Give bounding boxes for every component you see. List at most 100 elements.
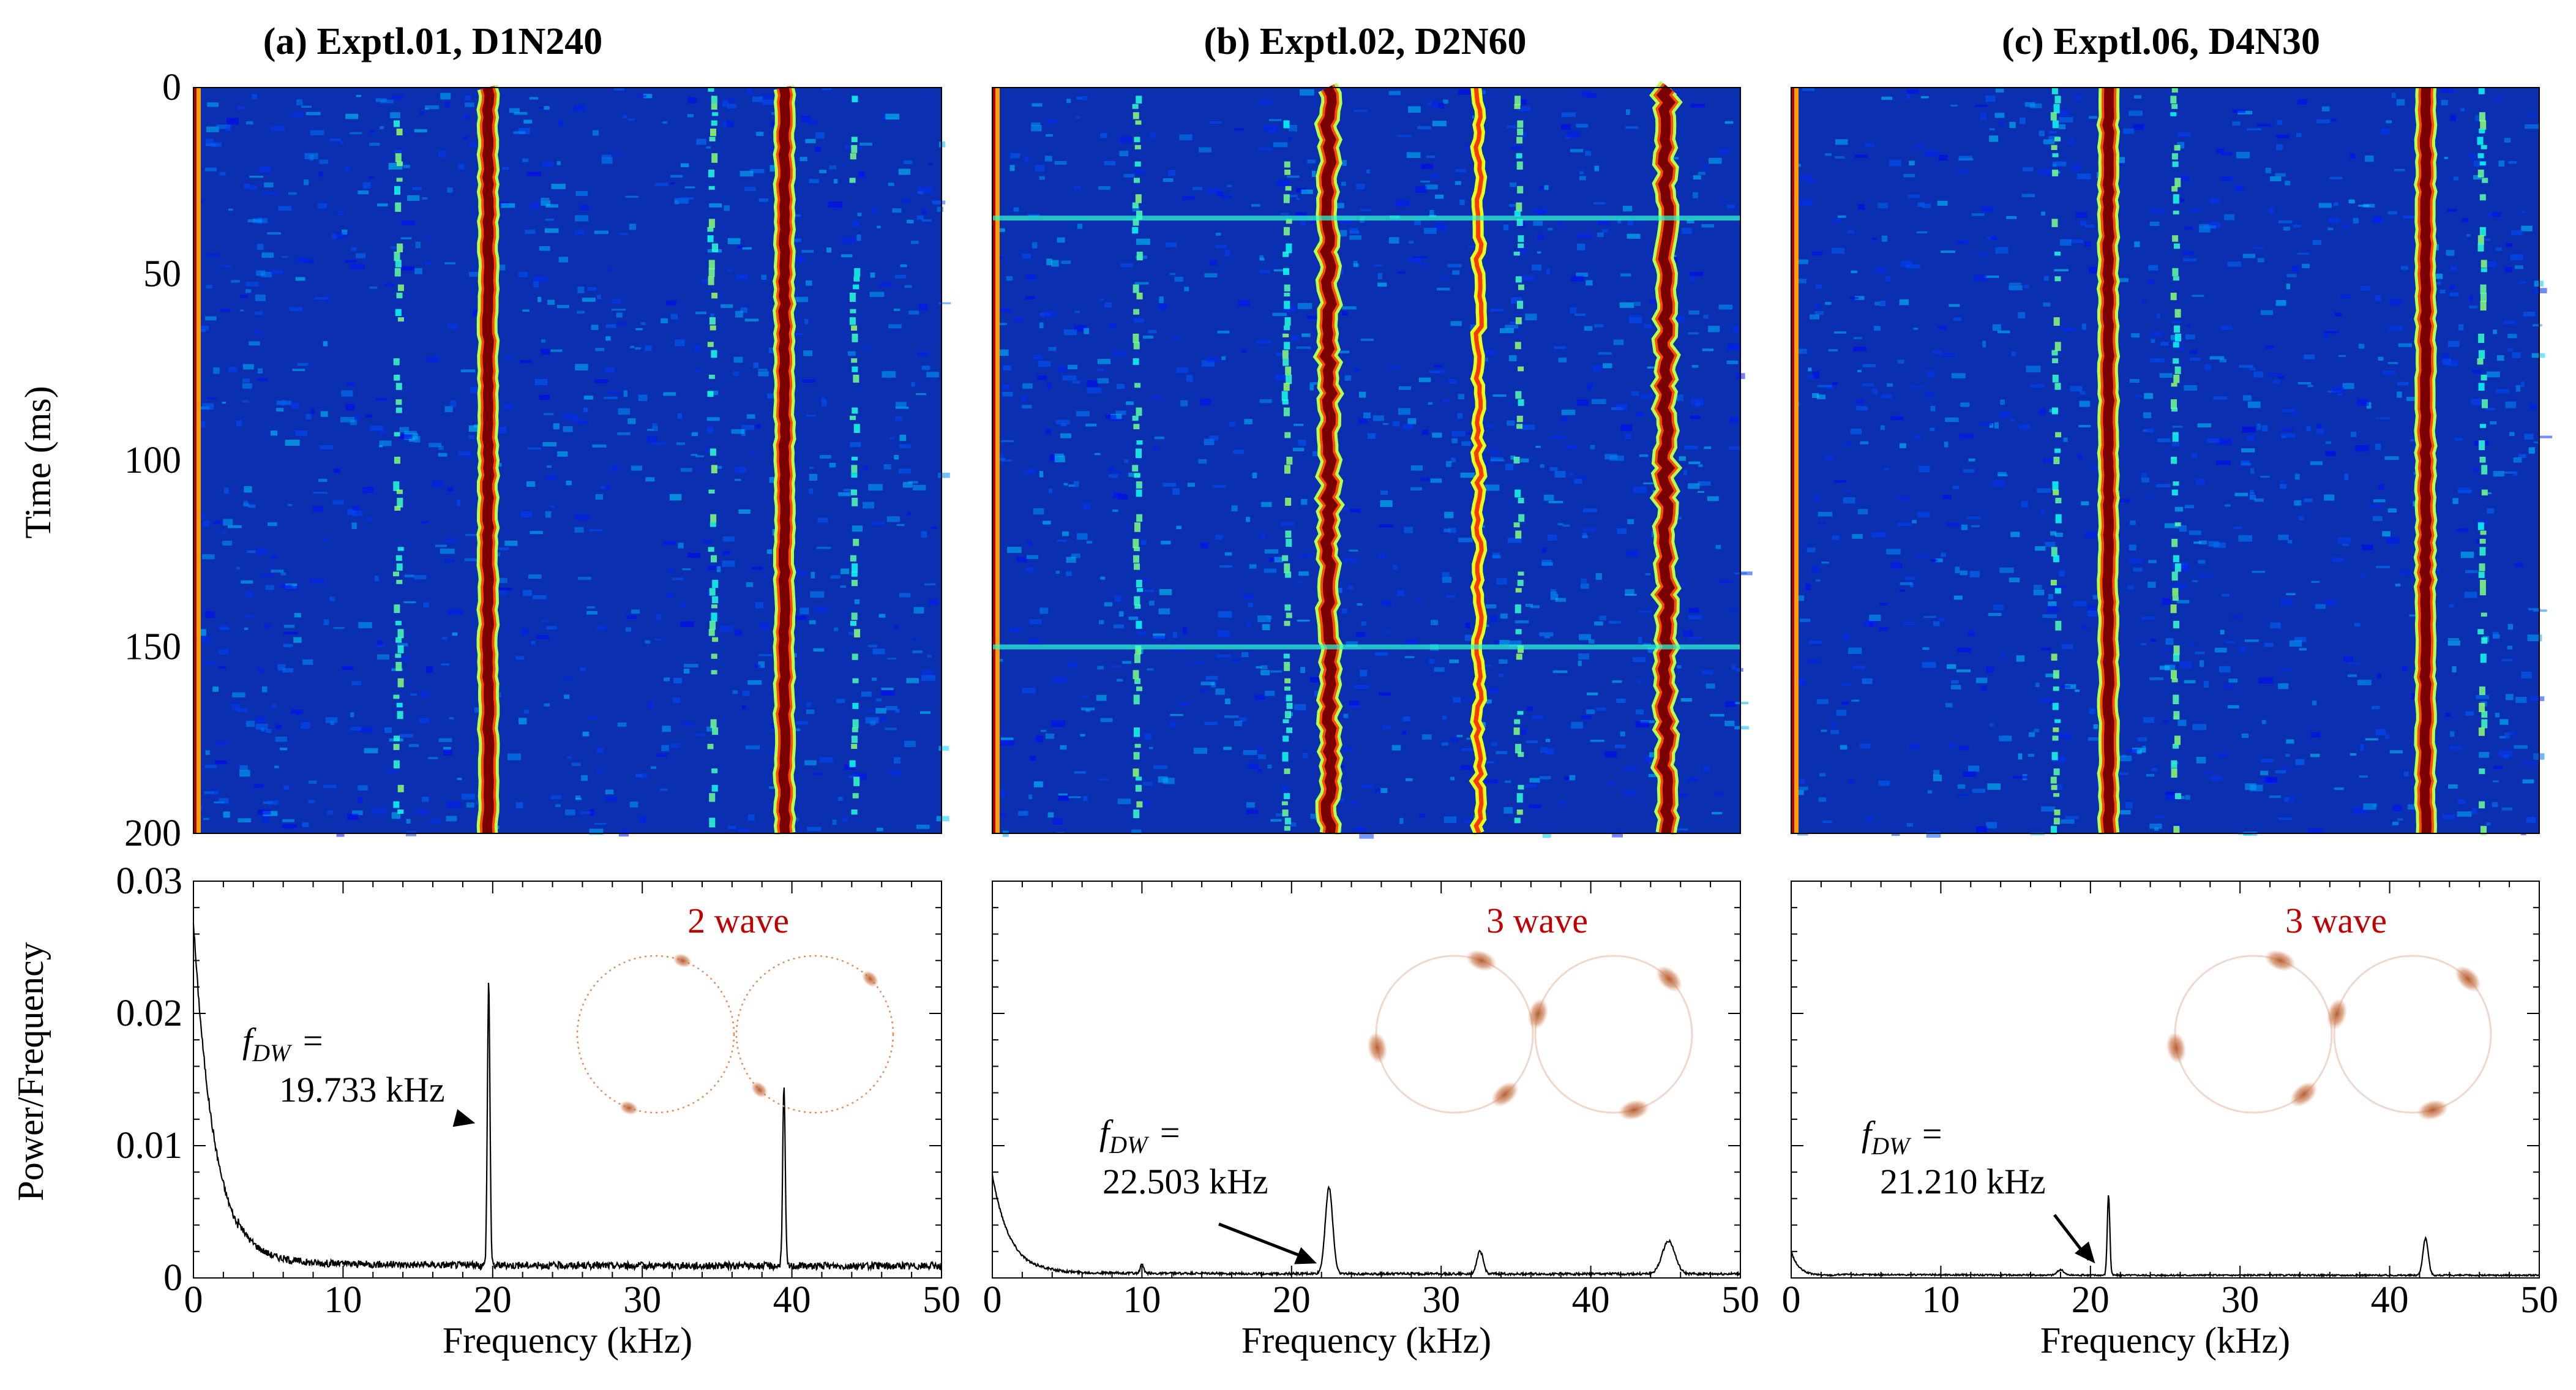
spectrogram-faint-line xyxy=(710,514,717,523)
spectrogram-speckle xyxy=(399,427,410,433)
spectrogram-speckle xyxy=(694,369,702,372)
spectrogram-speckle xyxy=(1354,827,1365,832)
spectrogram-faint-line xyxy=(2479,194,2486,201)
spectrogram-speckle xyxy=(544,106,550,110)
spectrogram-speckle xyxy=(356,253,366,258)
spectrogram-speckle xyxy=(691,454,697,456)
spectrogram-speckle xyxy=(2034,729,2040,732)
spectrogram-speckle xyxy=(1933,775,1942,781)
spectrogram-speckle xyxy=(1525,314,1537,320)
spectrogram-speckle xyxy=(1039,322,1044,329)
spectrogram-speckle xyxy=(1302,753,1308,759)
spectrogram-faint-line xyxy=(2481,374,2487,381)
spectrogram-speckle xyxy=(608,391,621,394)
spectrogram-speckle xyxy=(282,819,294,822)
spectrogram-speckle xyxy=(2447,638,2459,641)
spectrogram-speckle xyxy=(695,311,706,315)
spectrogram-speckle xyxy=(1292,448,1304,451)
spectrogram-speckle xyxy=(1349,549,1358,552)
spectrogram-speckle xyxy=(343,167,351,171)
spectrogram-speckle xyxy=(1510,297,1522,304)
spectrogram-speckle xyxy=(2498,750,2512,757)
spectrogram-faint-line xyxy=(394,735,400,742)
spectrogram-faint-line xyxy=(2053,103,2060,113)
spectrogram-speckle xyxy=(2509,432,2515,437)
spectrogram-speckle xyxy=(520,360,532,363)
spectrogram-speckle xyxy=(307,800,315,803)
spectrogram-speckle xyxy=(2165,638,2174,645)
spectrogram-speckle xyxy=(749,169,765,173)
spectrogram-speckle xyxy=(1033,355,1042,360)
wave-count-label: 3 wave xyxy=(1486,901,1588,941)
spectrogram-speckle xyxy=(583,396,593,400)
spectrogram-speckle xyxy=(2141,616,2155,620)
spectrogram-speckle xyxy=(1385,631,1390,634)
spectrogram-speckle xyxy=(2306,426,2311,432)
spectrogram-speckle xyxy=(808,488,814,494)
spectrogram-speckle xyxy=(1340,798,1345,802)
spectrogram-faint-line xyxy=(851,145,858,153)
spectrogram-speckle xyxy=(226,125,231,132)
spectrogram-speckle xyxy=(447,609,463,615)
spectrogram-speckle xyxy=(709,203,722,208)
spectrogram-speckle xyxy=(1342,306,1357,310)
spectrogram-speckle xyxy=(325,717,338,723)
spectrogram-speckle xyxy=(291,402,299,409)
spectrogram-speckle xyxy=(721,121,728,127)
spectrogram-speckle xyxy=(420,691,428,697)
spectrogram-speckle xyxy=(2315,604,2326,609)
x-tick-label: 40 xyxy=(2371,1279,2409,1321)
spectrogram-speckle xyxy=(2149,824,2162,829)
spectrogram-speckle xyxy=(646,436,657,443)
spectrogram-speckle xyxy=(1843,497,1855,504)
spectrogram-speckle xyxy=(661,318,668,323)
spectrogram-speckle xyxy=(1517,107,1530,111)
spectrogram-speckle xyxy=(799,157,807,162)
spectrogram-speckle xyxy=(1680,698,1692,702)
spectrogram-speckle xyxy=(1147,668,1154,671)
spectrogram-speckle xyxy=(1672,793,1688,797)
spectrogram-faint-line xyxy=(1515,317,1522,325)
spectrogram-speckle xyxy=(1163,178,1174,182)
spectrogram-speckle xyxy=(2324,334,2329,339)
spectrogram-speckle xyxy=(1076,116,1080,119)
spectrogram-faint-line xyxy=(1284,465,1290,474)
spectrogram-speckle xyxy=(796,572,809,576)
spectrogram-speckle xyxy=(819,455,831,459)
spectrogram-speckle xyxy=(352,510,362,517)
spectrogram-speckle xyxy=(2037,488,2051,493)
spectrogram-speckle xyxy=(2162,598,2171,605)
spectrogram-speckle xyxy=(1265,691,1275,696)
spectrogram-speckle xyxy=(206,138,214,145)
spectrogram-speckle xyxy=(1119,151,1129,157)
spectrogram-speckle xyxy=(1144,733,1152,740)
spectrogram-speckle xyxy=(605,485,611,490)
spectrogram-speckle xyxy=(494,547,509,550)
spectrogram-faint-line xyxy=(1515,342,1521,350)
spectrogram-speckle xyxy=(631,465,642,471)
spectrogram-speckle xyxy=(445,538,456,543)
spectrogram-speckle xyxy=(1958,745,1969,751)
spectrogram-faint-line xyxy=(1518,284,1524,290)
spectrogram-speckle xyxy=(817,517,828,523)
spectrogram-speckle xyxy=(911,381,915,387)
spectrogram-speckle xyxy=(1391,745,1401,751)
spectrogram-speckle xyxy=(841,568,849,574)
spectrogram-speckle xyxy=(1957,794,1970,796)
spectrogram-speckle xyxy=(275,724,282,729)
spectrogram-speckle xyxy=(1855,296,1865,300)
fdw-arrow-head xyxy=(452,1109,476,1127)
spectrogram-faint-line xyxy=(2170,293,2177,301)
spectrogram-faint-line xyxy=(2054,276,2061,282)
spectrogram-faint-line xyxy=(708,170,714,178)
spectrogram-speckle xyxy=(2394,169,2405,171)
spectrogram-speckle xyxy=(1399,817,1404,824)
spectrogram-speckle xyxy=(2260,310,2273,315)
wave-lobe xyxy=(2417,1099,2449,1121)
spectrogram-faint-line xyxy=(395,202,402,212)
spectrogram-speckle xyxy=(1172,648,1186,652)
spectrogram-speckle xyxy=(2373,516,2383,521)
spectrogram-speckle xyxy=(1100,133,1107,138)
spectrogram-speckle xyxy=(1112,509,1118,512)
